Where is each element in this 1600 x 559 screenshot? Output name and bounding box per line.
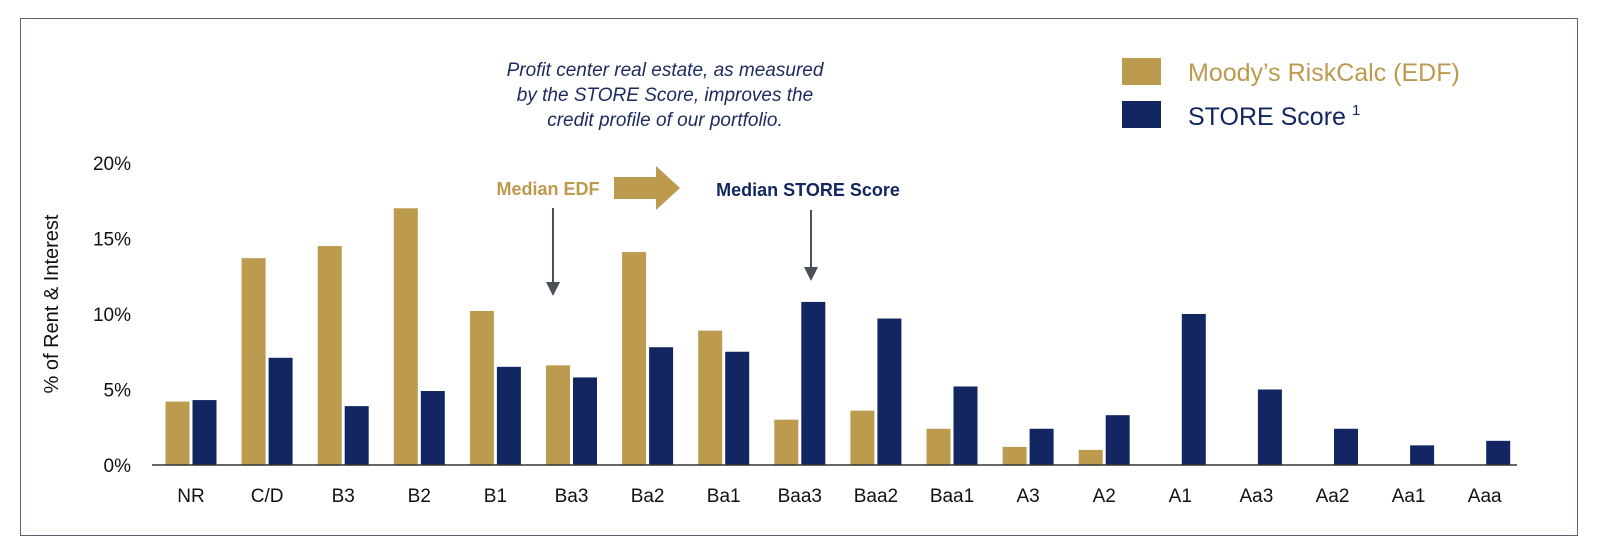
bar-store-baa1	[953, 386, 978, 465]
bar-store-baa3	[801, 301, 826, 465]
x-tick-baa3: Baa3	[778, 486, 822, 507]
y-tick-0: 0%	[104, 456, 132, 477]
median-edf-marker: Median EDF	[496, 166, 680, 296]
bar-store-aa1	[1410, 445, 1435, 465]
x-tick-ba2: Ba2	[631, 486, 665, 507]
bar-store-aa2	[1334, 428, 1358, 465]
bars	[165, 208, 1511, 466]
x-tick-aaa: Aaa	[1468, 486, 1502, 507]
x-tick-b3: B3	[332, 486, 355, 507]
annotation-line-2: by the STORE Score, improves the	[517, 85, 813, 106]
legend-label-edf: Moody’s RiskCalc (EDF)	[1188, 59, 1460, 87]
bar-edf-ba1	[698, 330, 723, 465]
median-store-label: Median STORE Score	[716, 180, 900, 200]
bar-store-b2	[420, 391, 445, 465]
bar-edf-baa2	[850, 410, 875, 465]
bar-store-ba1	[725, 351, 750, 465]
median-shift-arrow	[614, 166, 680, 210]
legend: Moody’s RiskCalc (EDF) STORE Score 1	[1122, 58, 1460, 131]
chart-frame	[20, 18, 1578, 536]
x-tick-a1: A1	[1169, 486, 1192, 507]
bar-edf-c-d	[241, 258, 266, 465]
bar-edf-baa1	[926, 428, 951, 465]
bar-store-nr	[192, 400, 217, 465]
x-tick-aa1: Aa1	[1392, 486, 1426, 507]
median-store-arrowhead	[804, 267, 818, 281]
bar-store-a1	[1181, 314, 1206, 465]
x-tick-b2: B2	[408, 486, 431, 507]
x-tick-baa2: Baa2	[854, 486, 898, 507]
x-tick-ba3: Ba3	[555, 486, 589, 507]
y-tick-10: 10%	[93, 305, 131, 326]
bar-store-c-d	[268, 357, 293, 465]
legend-label-store: STORE Score 1	[1188, 102, 1360, 131]
bar-edf-nr	[165, 401, 190, 465]
x-tick-a3: A3	[1016, 486, 1039, 507]
x-tick-aa3: Aa3	[1239, 486, 1273, 507]
bar-edf-b1	[469, 310, 494, 465]
bar-store-b3	[344, 406, 369, 465]
bar-store-b1	[496, 366, 521, 465]
annotation-line-3: credit profile of our portfolio.	[547, 110, 783, 131]
bar-store-ba3	[573, 377, 597, 465]
bar-store-aaa	[1486, 440, 1511, 465]
bar-edf-a3	[1002, 446, 1027, 465]
x-tick-c-d: C/D	[251, 486, 284, 507]
annotation-text: Profit center real estate, as measured b…	[507, 60, 825, 131]
y-axis-label: % of Rent & Interest	[41, 214, 63, 393]
annotation-line-1: Profit center real estate, as measured	[507, 60, 825, 81]
bar-edf-b3	[317, 246, 342, 465]
bar-store-ba2	[649, 347, 674, 465]
bar-store-baa2	[877, 318, 902, 465]
y-tick-5: 5%	[104, 381, 132, 402]
bar-edf-ba2	[622, 252, 647, 465]
x-axis-ticks: NR C/D B3 B2 B1 Ba3 Ba2 Ba1 Baa3 Baa2 Baa1 A3 A2 A1 Aa…	[177, 486, 1502, 507]
y-axis-ticks: 0% 5% 10% 15% 20%	[93, 154, 131, 477]
legend-swatch-edf	[1122, 58, 1161, 85]
bar-edf-baa3	[774, 419, 799, 465]
y-tick-15: 15%	[93, 230, 131, 251]
bar-edf-a2	[1078, 449, 1103, 465]
x-tick-b1: B1	[484, 486, 507, 507]
bar-edf-b2	[393, 208, 418, 466]
x-tick-a2: A2	[1093, 486, 1116, 507]
x-tick-aa2: Aa2	[1316, 486, 1350, 507]
median-edf-label: Median EDF	[496, 179, 599, 199]
median-edf-arrowhead	[546, 282, 560, 296]
x-tick-nr: NR	[177, 486, 204, 507]
x-tick-ba1: Ba1	[707, 486, 741, 507]
median-store-marker: Median STORE Score	[716, 180, 900, 281]
bar-store-a2	[1105, 415, 1130, 465]
bar-store-aa3	[1257, 389, 1282, 465]
bar-store-a3	[1029, 428, 1054, 465]
bar-edf-ba3	[546, 365, 570, 465]
x-tick-baa1: Baa1	[930, 486, 974, 507]
y-tick-20: 20%	[93, 154, 131, 175]
legend-swatch-store	[1122, 101, 1161, 128]
